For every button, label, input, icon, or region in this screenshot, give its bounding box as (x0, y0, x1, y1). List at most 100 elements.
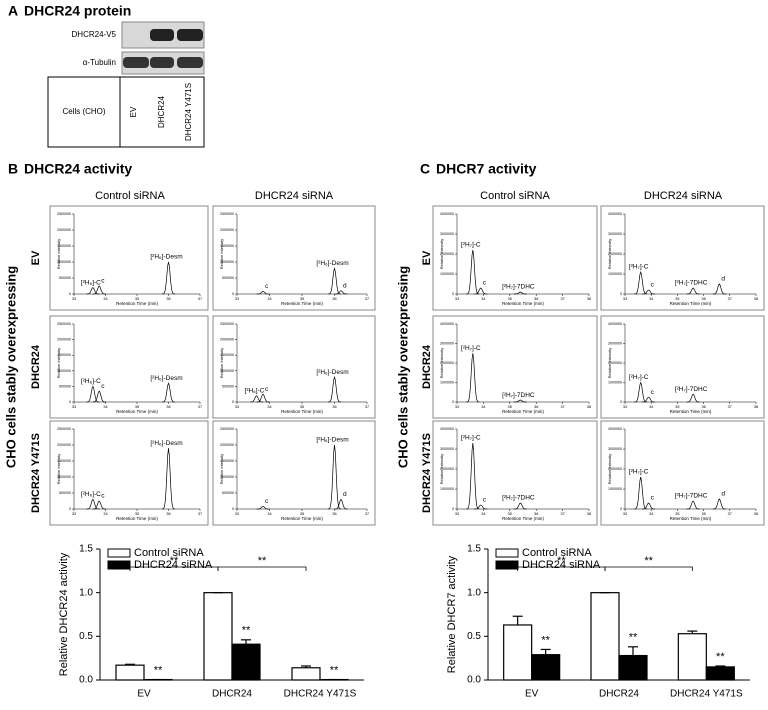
y-tick-label: 2000000 (440, 361, 454, 365)
y-tick-label: 4000000 (608, 427, 622, 431)
x-tick-label: 35 (300, 297, 304, 301)
peak-label: c (101, 493, 105, 500)
significance-label: ** (629, 632, 638, 644)
y-tick-label: 0 (232, 292, 234, 296)
x-tick-label: 36 (701, 405, 705, 409)
blot-band (177, 29, 203, 41)
peak (92, 285, 106, 295)
chromatogram-frame (212, 315, 376, 419)
peak-label: [²H₇]-C (461, 435, 481, 442)
x-tick-label: 33 (235, 512, 239, 516)
row-label: DHCR24 (421, 344, 433, 389)
x-tick-label: 34 (649, 512, 653, 516)
legend-label: Control siRNA (522, 547, 592, 559)
peak (513, 291, 527, 295)
x-tick-label: 34 (481, 405, 485, 409)
x-tick-label: 34 (481, 297, 485, 301)
y-tick-label: 1500000 (220, 244, 234, 248)
y-tick-label: 3000000 (608, 232, 622, 236)
y-tick-label: 2000000 (608, 252, 622, 256)
y-tick-label: 1000000 (608, 487, 622, 491)
peak (328, 375, 341, 403)
column-label: DHCR24 (157, 95, 166, 128)
blot-label: α-Tubulin (83, 58, 116, 67)
peak (162, 261, 175, 295)
y-tick-label: 1000000 (220, 475, 234, 479)
row-label: DHCR24 Y471S (421, 433, 433, 513)
x-tick-label: 37 (560, 405, 564, 409)
y-tick-label: 500000 (59, 276, 71, 280)
x-tick-label: 36 (166, 405, 170, 409)
x-tick-label: 34 (649, 405, 653, 409)
y-tick-label: 1000000 (608, 380, 622, 384)
x-tick-label: 37 (728, 512, 732, 516)
significance-label: ** (330, 664, 339, 676)
column-label: DHCR24 Y471S (184, 83, 193, 141)
x-tick-label: 34 (103, 297, 107, 301)
x-tick-label: 35 (135, 512, 139, 516)
peak-label: d (343, 283, 347, 290)
y-tick-label: 0 (452, 292, 454, 296)
peak (712, 498, 726, 510)
peak (634, 270, 648, 295)
panel-title: DHCR24 activity (24, 161, 132, 177)
blot-label: DHCR24-V5 (72, 30, 117, 39)
x-tick-label: 36 (166, 512, 170, 516)
x-axis-label: Retention Time (min) (670, 409, 712, 414)
y-axis-label: Relative Intensity (439, 239, 444, 269)
legend-label: DHCR24 siRNA (134, 559, 213, 571)
peak (634, 381, 648, 403)
bar (291, 667, 321, 681)
x-tick-label: 36 (534, 297, 538, 301)
peak-label: [²H₆]-Desm (150, 254, 182, 261)
bar (677, 633, 707, 681)
y-tick-label: 2500000 (57, 322, 71, 326)
x-tick-label: DHCR24 Y471S (670, 689, 743, 700)
peak (513, 502, 527, 510)
y-axis-label: Relative DHCR7 activity (446, 555, 458, 673)
peak-label: [²H₇]-7DHC (675, 280, 708, 287)
x-tick-label: 35 (675, 405, 679, 409)
x-tick-label: 37 (198, 297, 202, 301)
y-axis-label: Relative Intensity (219, 239, 224, 269)
y-tick-label: 0.5 (467, 631, 481, 642)
bracket (604, 566, 693, 571)
y-tick-label: 1500000 (57, 353, 71, 357)
bracket-label: ** (258, 555, 267, 567)
x-axis-label: Retention Time (min) (670, 301, 712, 306)
peak (256, 291, 270, 295)
x-tick-label: 35 (508, 405, 512, 409)
x-tick-label: 34 (267, 297, 271, 301)
y-tick-label: 500000 (222, 276, 234, 280)
x-tick-label: 34 (649, 297, 653, 301)
y-tick-label: 2000000 (57, 338, 71, 342)
y-tick-label: 2000000 (220, 443, 234, 447)
chromatogram-frame (432, 205, 598, 311)
peak (712, 283, 726, 295)
x-tick-label: 37 (728, 297, 732, 301)
x-axis-label: Retention Time (min) (116, 301, 158, 306)
y-tick-label: 0 (620, 507, 622, 511)
peak-label: c (265, 498, 269, 505)
peak (466, 442, 480, 510)
x-tick-label: 35 (508, 297, 512, 301)
peak (86, 385, 100, 403)
peak (513, 399, 527, 403)
x-axis-label: Retention Time (min) (281, 409, 323, 414)
legend-label: Control siRNA (134, 547, 204, 559)
bar (705, 666, 735, 681)
column-label: EV (129, 106, 138, 117)
x-tick-label: 37 (365, 405, 369, 409)
x-axis-label: Retention Time (min) (281, 301, 323, 306)
x-tick-label: 37 (365, 512, 369, 516)
x-tick-label: 33 (455, 512, 459, 516)
legend-label: DHCR24 siRNA (522, 559, 601, 571)
x-tick-label: 37 (198, 405, 202, 409)
peak (686, 500, 700, 510)
peak-label: d (721, 276, 725, 283)
peak (642, 502, 655, 510)
y-tick-label: 0 (620, 292, 622, 296)
bar (115, 664, 145, 681)
y-tick-label: 4000000 (608, 212, 622, 216)
peak-label: c (483, 280, 487, 287)
